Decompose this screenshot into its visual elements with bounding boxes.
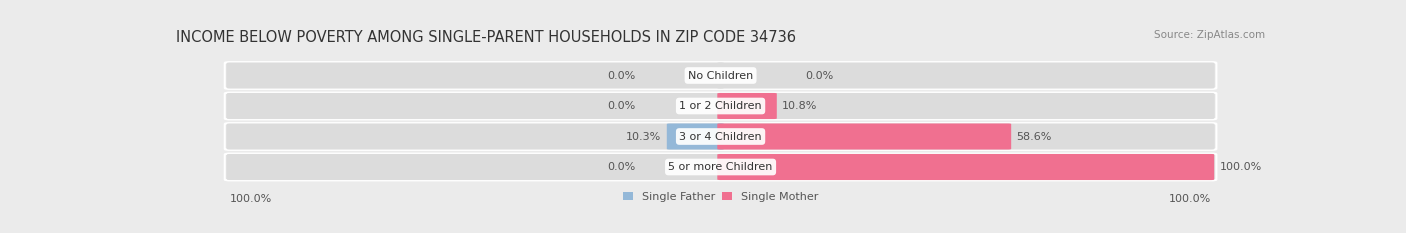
FancyBboxPatch shape [225, 93, 1216, 119]
FancyBboxPatch shape [225, 123, 1216, 150]
Text: No Children: No Children [688, 71, 754, 81]
FancyBboxPatch shape [717, 154, 1215, 180]
Text: 1 or 2 Children: 1 or 2 Children [679, 101, 762, 111]
FancyBboxPatch shape [717, 123, 1011, 150]
Text: 10.3%: 10.3% [626, 131, 661, 141]
Text: Source: ZipAtlas.com: Source: ZipAtlas.com [1154, 30, 1265, 40]
FancyBboxPatch shape [225, 154, 1216, 180]
FancyBboxPatch shape [717, 93, 1215, 119]
Text: 0.0%: 0.0% [607, 101, 636, 111]
FancyBboxPatch shape [666, 123, 724, 150]
Text: 100.0%: 100.0% [1168, 194, 1211, 204]
Text: 100.0%: 100.0% [1219, 162, 1261, 172]
FancyBboxPatch shape [717, 93, 776, 119]
FancyBboxPatch shape [225, 62, 1216, 89]
Text: INCOME BELOW POVERTY AMONG SINGLE-PARENT HOUSEHOLDS IN ZIP CODE 34736: INCOME BELOW POVERTY AMONG SINGLE-PARENT… [176, 30, 796, 45]
Text: 3 or 4 Children: 3 or 4 Children [679, 131, 762, 141]
Text: 58.6%: 58.6% [1017, 131, 1052, 141]
FancyBboxPatch shape [226, 93, 724, 119]
Text: 0.0%: 0.0% [607, 71, 636, 81]
Text: 10.8%: 10.8% [782, 101, 818, 111]
Text: 0.0%: 0.0% [806, 71, 834, 81]
FancyBboxPatch shape [226, 62, 724, 89]
Text: 0.0%: 0.0% [607, 162, 636, 172]
Legend: Single Father, Single Mother: Single Father, Single Mother [623, 192, 818, 202]
FancyBboxPatch shape [226, 154, 724, 180]
Text: 5 or more Children: 5 or more Children [668, 162, 773, 172]
Text: 100.0%: 100.0% [231, 194, 273, 204]
FancyBboxPatch shape [226, 123, 724, 150]
FancyBboxPatch shape [717, 154, 1215, 180]
FancyBboxPatch shape [717, 62, 1215, 89]
FancyBboxPatch shape [717, 123, 1215, 150]
